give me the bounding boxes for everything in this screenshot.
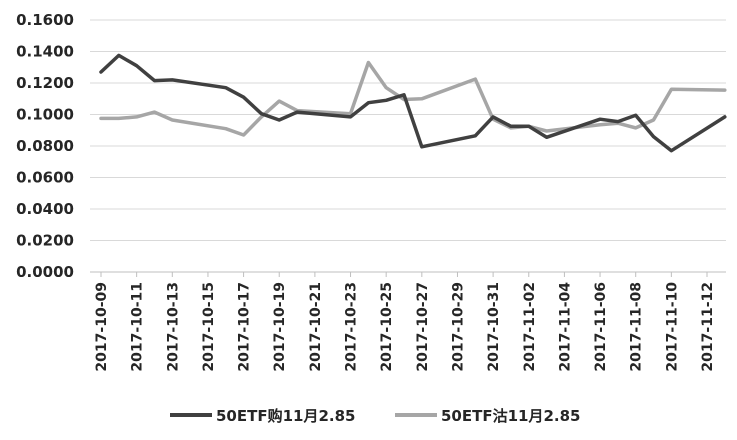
y-tick-label: 0.1400 bbox=[16, 43, 74, 61]
x-tick-label: 2017-10-15 bbox=[201, 282, 217, 372]
gridlines bbox=[90, 19, 726, 241]
x-tick-label: 2017-11-06 bbox=[593, 282, 609, 372]
y-tick-label: 0.0600 bbox=[16, 169, 74, 187]
y-tick-label: 0.0200 bbox=[16, 232, 74, 250]
series-line-2 bbox=[99, 60, 727, 137]
series-lines bbox=[99, 53, 727, 153]
x-tick-label: 2017-11-10 bbox=[664, 282, 680, 372]
x-tick-label: 2017-11-08 bbox=[629, 282, 645, 372]
x-tick-label: 2017-10-13 bbox=[165, 282, 181, 372]
y-tick-label: 0.1600 bbox=[16, 11, 74, 29]
x-tick-label: 2017-10-21 bbox=[308, 282, 324, 372]
legend-label-series-2: 50ETF沽11月2.85 bbox=[441, 407, 580, 425]
x-axis bbox=[90, 271, 726, 277]
x-tick-label: 2017-10-17 bbox=[237, 282, 253, 372]
y-tick-label: 0.0800 bbox=[16, 137, 74, 155]
x-tick-label: 2017-10-11 bbox=[130, 282, 146, 372]
x-tick-label: 2017-10-23 bbox=[344, 282, 360, 372]
x-tick-label: 2017-10-31 bbox=[486, 282, 502, 372]
x-tick-label: 2017-11-04 bbox=[557, 282, 573, 372]
y-axis-tick-labels: 0.0000 0.0200 0.0400 0.0600 0.0800 0.1000 0.12… bbox=[16, 11, 74, 281]
y-tick-label: 0.1000 bbox=[16, 106, 74, 124]
x-tick-label: 2017-10-25 bbox=[379, 282, 395, 372]
x-tick-label: 2017-10-27 bbox=[415, 282, 431, 372]
y-tick-label: 0.1200 bbox=[16, 74, 74, 92]
x-tick-label: 2017-10-29 bbox=[450, 282, 466, 372]
x-tick-label: 2017-10-09 bbox=[94, 282, 110, 372]
legend: 50ETF购11月2.85 50ETF沽11月2.85 bbox=[170, 407, 580, 425]
x-tick-label: 2017-11-02 bbox=[522, 282, 538, 372]
x-tick-label: 2017-11-12 bbox=[700, 282, 716, 372]
x-tick-label: 2017-10-19 bbox=[272, 282, 288, 372]
x-axis-tick-labels: 2017-10-09 2017-10-11 2017-10-13 2017-10-15… bbox=[94, 282, 716, 372]
y-tick-label: 0.0000 bbox=[16, 263, 74, 281]
series-line-1 bbox=[99, 53, 727, 153]
y-tick-label: 0.0400 bbox=[16, 200, 74, 218]
legend-label-series-1: 50ETF购11月2.85 bbox=[216, 407, 355, 425]
